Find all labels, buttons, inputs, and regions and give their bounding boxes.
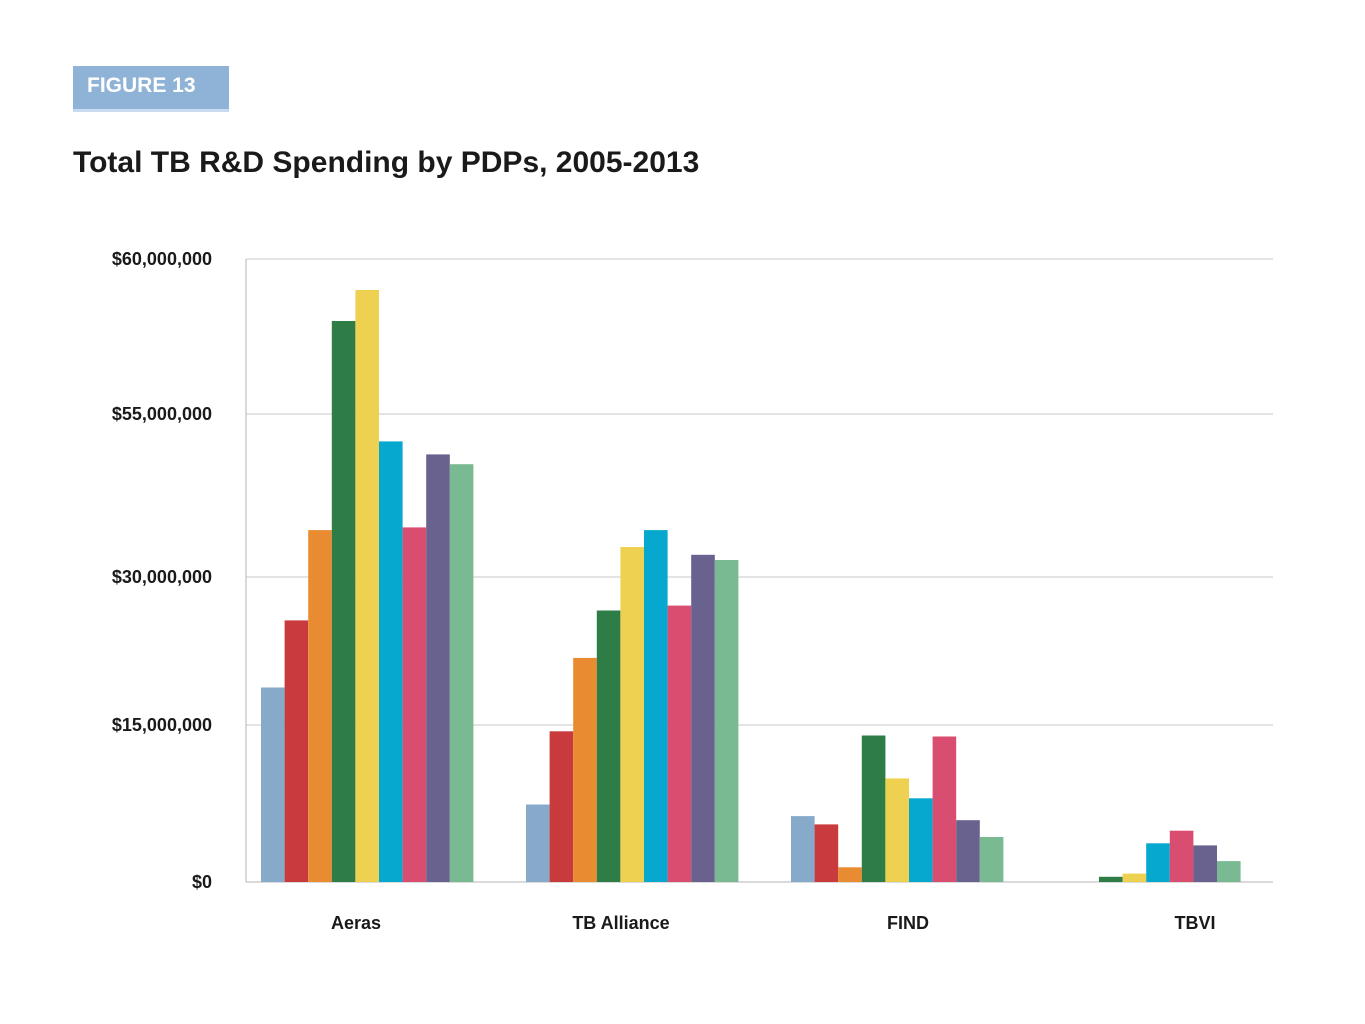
bar-find-4: [861, 735, 886, 882]
bar-aeras-7: [402, 527, 427, 882]
bars: [261, 290, 1241, 882]
y-tick-label: $0: [192, 872, 212, 892]
x-category-label: Aeras: [331, 913, 381, 933]
figure-tag: FIGURE 13: [73, 66, 229, 112]
y-axis: $0 $15,000,000 $30,000,000 $55,000,000 $60,0…: [112, 249, 247, 892]
bar-tb-alliance-7: [667, 605, 692, 882]
bar-find-3: [838, 867, 862, 882]
bar-tb-alliance-3: [573, 657, 597, 882]
y-tick-label: $55,000,000: [112, 404, 212, 424]
y-tick-label: $30,000,000: [112, 567, 212, 587]
bar-aeras-3: [308, 530, 332, 882]
x-category-label: FIND: [887, 913, 929, 933]
bar-tbvi-9: [1217, 861, 1241, 882]
bar-aeras-5: [355, 290, 379, 882]
bar-tb-alliance-2: [549, 731, 574, 882]
bar-tb-alliance-8: [691, 554, 715, 882]
bar-find-6: [909, 798, 933, 882]
category-labels: Aeras TB Alliance FIND TBVI: [331, 913, 1216, 933]
bar-find-2: [814, 824, 839, 882]
bar-tbvi-6: [1146, 843, 1170, 882]
bar-tbvi-5: [1122, 873, 1147, 882]
bar-aeras-2: [284, 620, 309, 882]
y-tick-label: $15,000,000: [112, 715, 212, 735]
bar-tbvi-8: [1193, 845, 1217, 882]
bar-tb-alliance-5: [620, 547, 644, 882]
chart-title: Total TB R&D Spending by PDPs, 2005-2013: [73, 146, 700, 179]
bar-tb-alliance-6: [644, 530, 668, 882]
bar-aeras-8: [426, 454, 450, 882]
bar-find-1: [791, 816, 815, 882]
bar-tbvi-4: [1099, 876, 1123, 882]
bar-tb-alliance-9: [714, 560, 739, 882]
y-tick-label: $60,000,000: [112, 249, 212, 269]
bar-tb-alliance-4: [596, 610, 621, 882]
bar-tb-alliance-1: [526, 804, 550, 882]
bar-aeras-6: [379, 441, 403, 882]
x-category-label: TB Alliance: [572, 913, 669, 933]
bar-find-8: [956, 820, 980, 882]
bar-aeras-1: [261, 687, 285, 882]
bar-find-9: [979, 837, 1004, 882]
bar-aeras-4: [331, 321, 356, 882]
bar-tbvi-7: [1169, 830, 1194, 882]
x-category-label: TBVI: [1174, 913, 1215, 933]
bar-find-7: [932, 736, 957, 882]
bar-aeras-9: [449, 464, 474, 882]
bar-find-5: [885, 778, 909, 882]
